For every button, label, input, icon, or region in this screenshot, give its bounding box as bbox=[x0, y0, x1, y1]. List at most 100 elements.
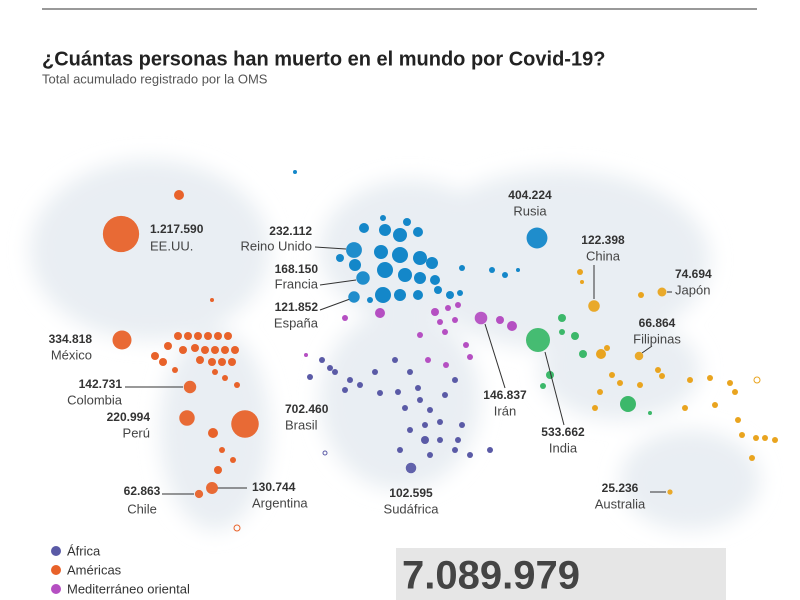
country-dot bbox=[496, 316, 504, 324]
legend-swatch bbox=[51, 565, 61, 575]
country-dot bbox=[222, 375, 228, 381]
country-dot bbox=[620, 396, 636, 412]
country-dot bbox=[174, 332, 182, 340]
value-label: 404.224 bbox=[508, 188, 552, 202]
value-label: 121.852 bbox=[275, 300, 319, 314]
country-dot bbox=[445, 305, 451, 311]
country-dot bbox=[417, 397, 423, 403]
country-dot bbox=[749, 455, 755, 461]
country-dot bbox=[463, 342, 469, 348]
country-dot bbox=[739, 432, 745, 438]
value-label: 168.150 bbox=[275, 262, 319, 276]
country-dot bbox=[540, 383, 546, 389]
country-dot bbox=[392, 357, 398, 363]
country-dot bbox=[228, 358, 236, 366]
country-bubble bbox=[634, 351, 644, 361]
value-label: 702.460 bbox=[285, 402, 329, 416]
country-dot bbox=[459, 422, 465, 428]
leader-line bbox=[319, 298, 351, 311]
country-dot bbox=[437, 437, 443, 443]
country-dot bbox=[596, 349, 606, 359]
country-dot bbox=[347, 377, 353, 383]
total-box bbox=[396, 548, 726, 600]
country-label: España bbox=[274, 315, 319, 330]
country-dot bbox=[210, 298, 214, 302]
country-dot bbox=[196, 356, 204, 364]
leader-line bbox=[484, 323, 506, 389]
country-dot bbox=[159, 358, 167, 366]
country-dot bbox=[357, 382, 363, 388]
country-dot-empty bbox=[233, 524, 241, 532]
country-label: Australia bbox=[595, 496, 646, 511]
country-dot bbox=[446, 291, 454, 299]
value-label: 74.694 bbox=[675, 267, 712, 281]
country-dot bbox=[402, 405, 408, 411]
country-dot bbox=[413, 290, 423, 300]
country-dot bbox=[377, 262, 393, 278]
country-bubble bbox=[102, 215, 140, 253]
country-dot bbox=[417, 332, 423, 338]
country-dot bbox=[336, 254, 344, 262]
country-dot bbox=[455, 302, 461, 308]
country-dot bbox=[431, 308, 439, 316]
country-dot bbox=[707, 375, 713, 381]
country-dot bbox=[395, 389, 401, 395]
country-dot bbox=[375, 308, 385, 318]
country-dot bbox=[164, 342, 172, 350]
country-dot bbox=[304, 353, 308, 357]
leader-line bbox=[319, 279, 357, 286]
country-dot bbox=[234, 382, 240, 388]
country-dot bbox=[712, 402, 718, 408]
country-dot bbox=[443, 362, 449, 368]
country-dot bbox=[392, 247, 408, 263]
country-dot bbox=[377, 390, 383, 396]
leader-line bbox=[544, 351, 565, 426]
country-dot bbox=[224, 332, 232, 340]
country-dot bbox=[459, 265, 465, 271]
country-dot bbox=[307, 374, 313, 380]
subtitle: Total acumulado registrado por la OMS bbox=[42, 71, 268, 86]
country-dot bbox=[430, 275, 440, 285]
country-dot bbox=[414, 272, 426, 284]
country-bubble bbox=[179, 410, 195, 426]
country-dot bbox=[753, 435, 759, 441]
country-dot bbox=[379, 224, 391, 236]
country-dot bbox=[359, 223, 369, 233]
country-label: Perú bbox=[123, 425, 150, 440]
country-dot bbox=[201, 346, 209, 354]
country-dot bbox=[212, 369, 218, 375]
value-label: 142.731 bbox=[79, 377, 123, 391]
country-bubble bbox=[231, 410, 259, 438]
country-dot bbox=[579, 350, 587, 358]
country-dot bbox=[208, 428, 218, 438]
country-dot bbox=[457, 290, 463, 296]
total-value: 7.089.979 bbox=[402, 554, 580, 598]
country-label: Sudáfrica bbox=[384, 501, 440, 516]
country-dot bbox=[735, 417, 741, 423]
country-dot bbox=[231, 346, 239, 354]
country-dot bbox=[637, 382, 643, 388]
country-dot bbox=[687, 377, 693, 383]
country-dot bbox=[571, 332, 579, 340]
country-dot bbox=[211, 346, 219, 354]
legend-swatch bbox=[51, 546, 61, 556]
country-label: Francia bbox=[275, 276, 319, 291]
country-label: Chile bbox=[127, 501, 157, 516]
country-dot bbox=[172, 367, 178, 373]
country-dot bbox=[151, 352, 159, 360]
country-dot bbox=[489, 267, 495, 273]
country-dot bbox=[214, 332, 222, 340]
country-label: Argentina bbox=[252, 495, 308, 510]
country-dot bbox=[558, 314, 566, 322]
country-dot bbox=[415, 385, 421, 391]
country-dot bbox=[732, 389, 738, 395]
country-dot bbox=[455, 437, 461, 443]
leader-line bbox=[641, 345, 653, 354]
country-dot bbox=[427, 452, 433, 458]
country-dot bbox=[342, 315, 348, 321]
country-dot-empty bbox=[322, 450, 328, 456]
country-dot bbox=[502, 272, 508, 278]
leader-line bbox=[314, 246, 347, 250]
value-label: 146.837 bbox=[483, 388, 527, 402]
country-dot bbox=[374, 245, 388, 259]
